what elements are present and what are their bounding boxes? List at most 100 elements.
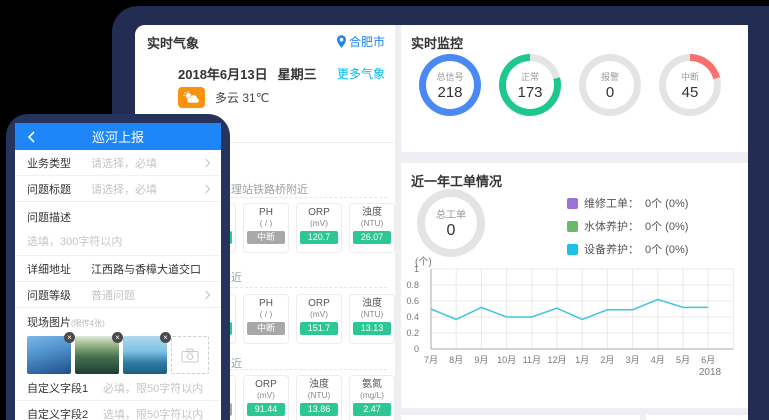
- dashed-divider: [220, 369, 387, 370]
- right-column: 实时监控 总信号 218 正常 173 报警 0 中断 45 近一年工单情况 总工单 0 …: [401, 25, 748, 420]
- bottom-card-left: [401, 415, 640, 420]
- y-tick-label: 0.4: [406, 312, 419, 322]
- donut-alarm: 报警 0: [579, 54, 641, 116]
- value-chip: 13.86: [300, 403, 338, 416]
- legend-swatch-repair: [567, 197, 578, 209]
- chevron-right-icon: [201, 158, 211, 167]
- x-tick-label: 7月: [423, 355, 438, 365]
- add-photo-button[interactable]: [171, 336, 209, 374]
- dashed-divider: [220, 197, 387, 198]
- city-selector[interactable]: 合肥市: [336, 33, 385, 50]
- dashed-divider: [220, 287, 387, 288]
- camera-icon: [181, 348, 199, 362]
- weather-section-title: 实时气象: [147, 36, 200, 51]
- workorder-section-title: 近一年工单情况: [411, 174, 503, 189]
- field-site-photos: 现场图片(限传4张) × × ×: [15, 308, 221, 375]
- value-chip: 2.47: [353, 403, 391, 416]
- x-tick-label: 3月: [625, 355, 640, 365]
- field-address[interactable]: 详细地址 江西路与香樟大道交口: [15, 256, 221, 282]
- y-tick-label: 0.6: [406, 296, 419, 306]
- value-chip: 120.7: [300, 231, 338, 244]
- param-card: ORP (mV) 151.7: [296, 294, 342, 344]
- phone-page-title: 巡河上报: [91, 130, 144, 145]
- city-name: 合肥市: [348, 35, 385, 49]
- condition-text: 多云 31℃: [215, 91, 270, 105]
- param-card: PH( / )中断: [243, 203, 289, 253]
- cloudy-sun-icon: [178, 87, 205, 108]
- workorder-line-chart: [430, 268, 734, 350]
- x-tick-label: 6月: [701, 355, 716, 365]
- legend-swatch-device: [567, 243, 578, 255]
- x-tick-label: 12月: [547, 355, 567, 365]
- x-tick-label: 2月: [600, 355, 615, 365]
- field-issue-title[interactable]: 问题标题 请选择，必填: [15, 176, 221, 202]
- field-custom-2[interactable]: 自定义字段2 选填，限50字符以内: [15, 401, 221, 420]
- workorder-card: 近一年工单情况 总工单 0 维修工单： 0个 (0%) 水体养护： 0个 (0%) 设…: [401, 163, 748, 408]
- value-chip: 中断: [247, 231, 285, 244]
- param-card: 浊度 (NTU) 13.13: [349, 294, 395, 344]
- realtime-monitor-card: 实时监控 总信号 218 正常 173 报警 0 中断 45: [401, 25, 748, 152]
- x-tick-label: 1月: [575, 355, 590, 365]
- chevron-left-icon: [27, 131, 35, 143]
- legend-item: 设备养护： 0个 (0%): [567, 241, 688, 257]
- photo-thumbnail[interactable]: ×: [123, 332, 171, 374]
- field-business-type[interactable]: 业务类型 请选择，必填: [15, 150, 221, 176]
- param-card: 氨氮 (mg/L) 2.47: [349, 375, 395, 420]
- x-tick-label: 10月: [497, 355, 517, 365]
- value-chip: 26.07: [353, 231, 391, 244]
- back-button[interactable]: [23, 129, 39, 145]
- weather-condition-row: 多云 31℃: [178, 87, 269, 108]
- workorder-legend: 维修工单： 0个 (0%) 水体养护： 0个 (0%) 设备养护： 0个 (0%): [567, 195, 688, 264]
- param-card: 浊度 (NTU) 13.86: [296, 375, 342, 420]
- y-tick-label: 1: [413, 264, 419, 274]
- y-tick-label: 0: [413, 344, 419, 354]
- remove-photo-icon[interactable]: ×: [64, 332, 75, 343]
- param-card: ORP (mV) 91.44: [243, 375, 289, 420]
- date-text: 2018年6月13日: [178, 67, 268, 82]
- param-card: PH( / )中断: [243, 294, 289, 344]
- value-chip: 中断: [247, 322, 285, 335]
- x-tick-label: 4月: [650, 355, 665, 365]
- monitor-donuts: 总信号 218 正常 173 报警 0 中断 45: [419, 54, 721, 116]
- divider: [135, 142, 395, 143]
- y-tick-label: 0.8: [406, 280, 419, 290]
- legend-item: 水体养护： 0个 (0%): [567, 218, 688, 234]
- param-card: 浊度 (NTU) 26.07: [349, 203, 395, 253]
- x-tick-label: 8月: [449, 355, 464, 365]
- bottom-card-right: [646, 415, 748, 420]
- legend-swatch-water: [567, 220, 578, 232]
- value-chip: 13.13: [353, 322, 391, 335]
- donut-total-workorders: 总工单 0: [417, 189, 485, 257]
- donut-interrupted: 中断 45: [659, 54, 721, 116]
- dashboard: 实时气象 合肥市 2018年6月13日 星期三 更多气象 多云 31℃ 处理站铁路…: [135, 25, 748, 420]
- x-axis-year: 2018: [698, 367, 722, 378]
- legend-item: 维修工单： 0个 (0%): [567, 195, 688, 211]
- chevron-right-icon: [201, 290, 211, 299]
- value-chip: 91.44: [247, 403, 285, 416]
- weekday-text: 星期三: [277, 67, 317, 82]
- donut-normal: 正常 173: [499, 54, 561, 116]
- y-tick-label: 0.2: [406, 328, 419, 338]
- photo-thumbnail[interactable]: ×: [27, 332, 75, 374]
- remove-photo-icon[interactable]: ×: [112, 332, 123, 343]
- x-tick-label: 9月: [474, 355, 489, 365]
- date-row: 2018年6月13日 星期三: [178, 64, 317, 83]
- value-chip: 151.7: [300, 322, 338, 335]
- phone-header: 巡河上报: [15, 123, 221, 150]
- field-custom-1[interactable]: 自定义字段1 必填，限50字符以内: [15, 375, 221, 401]
- donut-total-signals: 总信号 218: [419, 54, 481, 116]
- monitor-section-title: 实时监控: [411, 36, 464, 51]
- field-description[interactable]: 问题描述 选填，300字符以内: [15, 202, 221, 256]
- x-tick-label: 5月: [675, 355, 690, 365]
- photo-thumbnail[interactable]: ×: [75, 332, 123, 374]
- location-pin-icon: [336, 35, 346, 48]
- param-card: ORP (mV) 120.7: [296, 203, 342, 253]
- more-weather-link[interactable]: 更多气象: [336, 67, 385, 81]
- station-cards-row: PH( / )中断 ORP(mV)91.44 浊度(NTU)13.86 氨氮(m…: [190, 375, 395, 420]
- x-tick-label: 11月: [522, 355, 541, 365]
- station-name: 处理站铁路桥附近: [220, 184, 308, 196]
- phone-mockup: 巡河上报 业务类型 请选择，必填 问题标题 请选择，必填 问题描述 选填，300…: [6, 114, 230, 420]
- remove-photo-icon[interactable]: ×: [160, 332, 171, 343]
- field-issue-level[interactable]: 问题等级 普通问题: [15, 282, 221, 308]
